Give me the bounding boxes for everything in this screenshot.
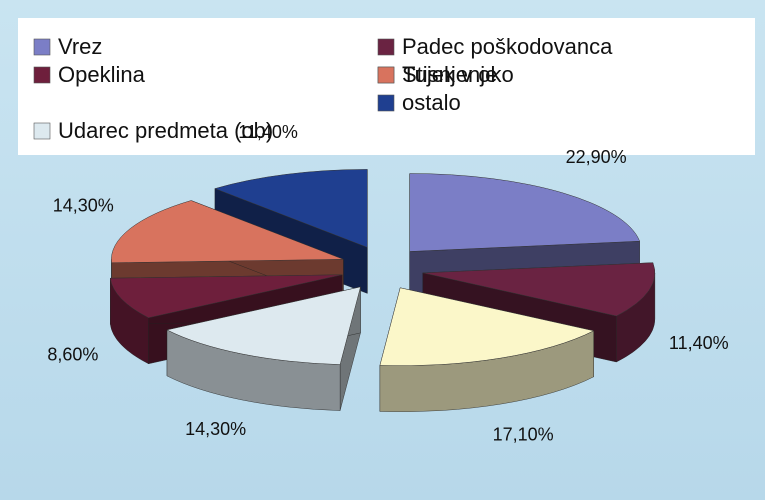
legend-label: Vrez bbox=[58, 34, 102, 59]
slice bbox=[110, 274, 343, 319]
slice bbox=[214, 169, 368, 248]
slice bbox=[409, 173, 641, 252]
legend-swatch bbox=[33, 66, 51, 84]
legend-label: Stisnjenje bbox=[402, 62, 497, 87]
data-label: 11,40% bbox=[238, 122, 298, 142]
data-label: 17,10% bbox=[493, 424, 554, 444]
pie: 22,90% 11,40% 17,10% 14,30% 8,60% 14,30% 11,40… bbox=[47, 122, 728, 444]
data-label: 14,30% bbox=[53, 195, 114, 215]
slice bbox=[111, 200, 344, 264]
legend-label: Udarec predmeta (ob) bbox=[58, 118, 273, 143]
legend-label: ostalo bbox=[402, 90, 461, 115]
slice bbox=[422, 262, 656, 317]
legend-swatch bbox=[377, 66, 395, 84]
data-label: 22,90% bbox=[566, 147, 627, 167]
data-label: 11,40% bbox=[669, 333, 729, 353]
legend-label: Opeklina bbox=[58, 62, 146, 87]
legend: Vrez Padec poškodovanca Tujek v oko Udarec … bbox=[33, 34, 613, 143]
legend-swatch bbox=[33, 38, 51, 56]
slice bbox=[166, 286, 361, 365]
legend-swatch bbox=[33, 122, 51, 140]
legend-swatch bbox=[377, 38, 395, 56]
legend-label: Tujek v oko bbox=[402, 62, 514, 87]
legend-swatch bbox=[377, 94, 395, 112]
slice bbox=[379, 287, 595, 367]
legend-label: Padec poškodovanca bbox=[402, 34, 613, 59]
data-label: 14,30% bbox=[185, 419, 246, 439]
data-label: 8,60% bbox=[47, 344, 98, 364]
